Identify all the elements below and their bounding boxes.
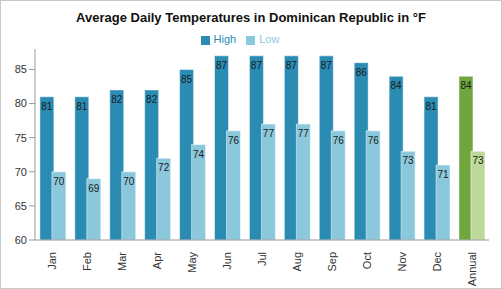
svg-text:81: 81 (41, 101, 53, 112)
svg-text:72: 72 (158, 162, 170, 173)
svg-text:Feb: Feb (81, 252, 93, 271)
svg-text:87: 87 (321, 60, 333, 71)
svg-text:82: 82 (146, 94, 158, 105)
svg-text:81: 81 (425, 101, 437, 112)
svg-text:84: 84 (460, 80, 472, 91)
svg-text:87: 87 (216, 60, 228, 71)
svg-text:73: 73 (403, 155, 415, 166)
svg-text:Mar: Mar (116, 252, 128, 271)
svg-text:77: 77 (298, 128, 310, 139)
svg-text:69: 69 (88, 183, 100, 194)
svg-text:Jun: Jun (221, 252, 233, 270)
svg-text:Aug: Aug (291, 252, 303, 272)
svg-text:87: 87 (286, 60, 298, 71)
html-text:Average Daily Temperatures in: Average Daily Temperatures in Dominican … (76, 10, 426, 25)
svg-text:76: 76 (368, 135, 380, 146)
svg-text:71: 71 (437, 169, 449, 180)
svg-text:74: 74 (193, 149, 205, 160)
svg-text:Dec: Dec (431, 252, 443, 272)
svg-text:Nov: Nov (396, 252, 408, 272)
svg-text:73: 73 (472, 155, 484, 166)
svg-text:65: 65 (15, 200, 27, 212)
svg-text:85: 85 (181, 74, 193, 85)
svg-text:Jan: Jan (46, 252, 58, 270)
svg-text:75: 75 (15, 132, 27, 144)
html-text:Low: Low (259, 33, 280, 45)
svg-text:87: 87 (251, 60, 263, 71)
svg-text:76: 76 (228, 135, 240, 146)
svg-text:82: 82 (111, 94, 123, 105)
svg-text:Apr: Apr (151, 252, 163, 269)
svg-text:Jul: Jul (256, 252, 268, 266)
svg-text:70: 70 (123, 176, 135, 187)
svg-text:84: 84 (391, 80, 403, 91)
svg-text:81: 81 (76, 101, 88, 112)
svg-text:May: May (186, 252, 198, 273)
svg-text:80: 80 (15, 97, 27, 109)
svg-text:Sep: Sep (326, 252, 338, 272)
svg-text:76: 76 (333, 135, 345, 146)
svg-text:Oct: Oct (361, 252, 373, 269)
svg-text:60: 60 (15, 234, 27, 246)
svg-text:70: 70 (53, 176, 65, 187)
svg-text:86: 86 (356, 67, 368, 78)
svg-text:85: 85 (15, 63, 27, 75)
svg-text:77: 77 (263, 128, 275, 139)
svg-text:70: 70 (15, 166, 27, 178)
svg-text:Annual: Annual (466, 252, 478, 286)
html-text:High: High (213, 33, 237, 45)
